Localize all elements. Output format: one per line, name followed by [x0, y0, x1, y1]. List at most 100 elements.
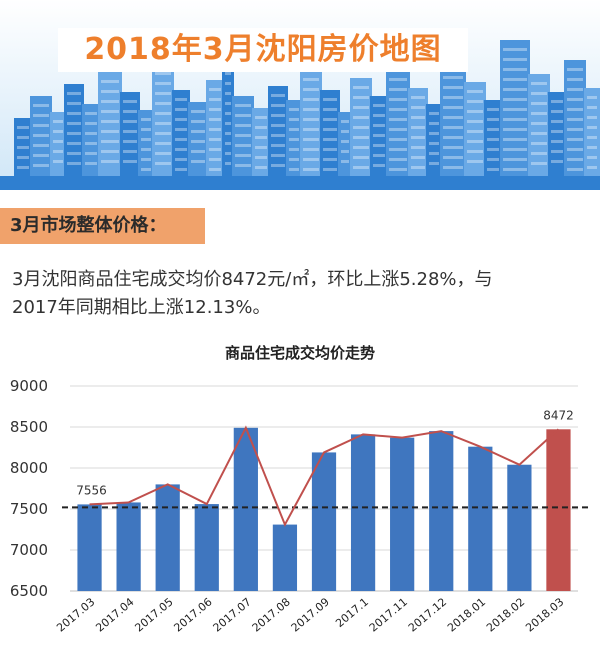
skyline-window-row: [353, 156, 369, 159]
skyline-window-row: [209, 98, 221, 101]
skyline-window-row: [225, 82, 231, 85]
skyline-window-row: [411, 106, 425, 109]
y-tick-label: 7500: [10, 500, 48, 518]
bar-2018.02: [507, 464, 532, 591]
skyline-window-row: [411, 166, 425, 169]
skyline-window-row: [85, 152, 97, 155]
skyline-window-row: [587, 96, 597, 99]
skyline-window-row: [373, 164, 385, 167]
skyline-window-row: [225, 92, 231, 95]
skyline-window-row: [175, 98, 187, 101]
skyline-window-row: [503, 88, 527, 91]
skyline-window-row: [373, 114, 385, 117]
skyline-window-row: [587, 136, 597, 139]
skyline-window-row: [271, 144, 285, 147]
skyline-window-row: [323, 108, 337, 111]
skyline-building: [232, 96, 254, 178]
skyline-window-row: [175, 158, 187, 161]
skyline-building: [300, 70, 322, 178]
skyline-window-row: [531, 82, 547, 85]
skyline-window-row: [503, 68, 527, 71]
skyline-window-row: [303, 78, 319, 81]
skyline-building: [188, 102, 208, 178]
skyline-window-row: [67, 122, 81, 125]
skyline-window-row: [341, 160, 349, 163]
skyline-window-row: [255, 156, 267, 159]
skyline-window-row: [53, 160, 63, 163]
skyline-window-row: [175, 138, 187, 141]
skyline-window-row: [323, 148, 337, 151]
skyline-window-row: [503, 148, 527, 151]
skyline-window-row: [225, 72, 231, 75]
skyline-window-row: [389, 138, 407, 141]
skyline-window-row: [467, 140, 483, 143]
skyline-window-row: [467, 150, 483, 153]
skyline-window-row: [33, 124, 49, 127]
skyline-window-row: [123, 130, 137, 133]
skyline-building: [528, 74, 550, 178]
skyline-window-row: [101, 150, 119, 153]
skyline-window-row: [389, 88, 407, 91]
skyline-window-row: [155, 142, 171, 145]
skyline-window-row: [503, 118, 527, 121]
x-tick-label: 2017.1: [333, 595, 371, 630]
skyline-window-row: [271, 164, 285, 167]
skyline-building: [464, 82, 486, 178]
skyline-window-row: [101, 100, 119, 103]
skyline-window-row: [101, 120, 119, 123]
skyline-window-row: [271, 114, 285, 117]
skyline-window-row: [17, 156, 29, 159]
skyline-window-row: [141, 138, 151, 141]
chart-title: 商品住宅成交均价走势: [225, 344, 375, 362]
skyline-window-row: [503, 108, 527, 111]
skyline-window-row: [289, 148, 299, 151]
banner-ground: [0, 176, 600, 190]
skyline-building: [120, 92, 140, 178]
skyline-window-row: [443, 166, 463, 169]
skyline-building: [286, 100, 302, 178]
skyline-window-row: [443, 116, 463, 119]
skyline-window-row: [443, 96, 463, 99]
skyline-window-row: [389, 98, 407, 101]
bar-2017.05: [155, 484, 180, 591]
skyline-window-row: [303, 148, 319, 151]
chart-bars: [77, 427, 571, 591]
skyline-window-row: [341, 130, 349, 133]
skyline-window-row: [551, 110, 563, 113]
x-tick-label: 2017.12: [406, 595, 449, 634]
skyline-window-row: [175, 148, 187, 151]
skyline-building: [584, 88, 600, 178]
skyline-window-row: [123, 100, 137, 103]
skyline-window-row: [303, 158, 319, 161]
bar-2017.09: [311, 452, 337, 591]
skyline-window-row: [353, 166, 369, 169]
bar-2017.12: [429, 431, 454, 591]
skyline-window-row: [235, 154, 251, 157]
skyline-window-row: [487, 118, 499, 121]
skyline-window-row: [467, 90, 483, 93]
skyline-window-row: [85, 162, 97, 165]
skyline-window-row: [487, 138, 499, 141]
skyline-window-row: [271, 104, 285, 107]
skyline-window-row: [225, 152, 231, 155]
skyline-window-row: [191, 140, 205, 143]
skyline-window-row: [389, 148, 407, 151]
skyline-window-row: [443, 106, 463, 109]
skyline-window-row: [289, 158, 299, 161]
skyline-window-row: [323, 158, 337, 161]
skyline-window-row: [551, 160, 563, 163]
skyline-window-row: [323, 118, 337, 121]
skyline-window-row: [255, 116, 267, 119]
data-label-2017.03: 7556: [76, 483, 107, 497]
skyline-window-row: [155, 82, 171, 85]
x-tick-label: 2017.03: [54, 595, 97, 634]
y-tick-label: 6500: [10, 582, 48, 600]
skyline-window-row: [209, 108, 221, 111]
skyline-building: [386, 60, 410, 178]
skyline-window-row: [323, 138, 337, 141]
skyline-window-row: [567, 68, 583, 71]
skyline-building: [484, 100, 502, 178]
x-tick-label: 2018.03: [523, 595, 566, 634]
banner-title: 2018年3月沈阳房价地图: [58, 28, 468, 72]
skyline-window-row: [567, 78, 583, 81]
